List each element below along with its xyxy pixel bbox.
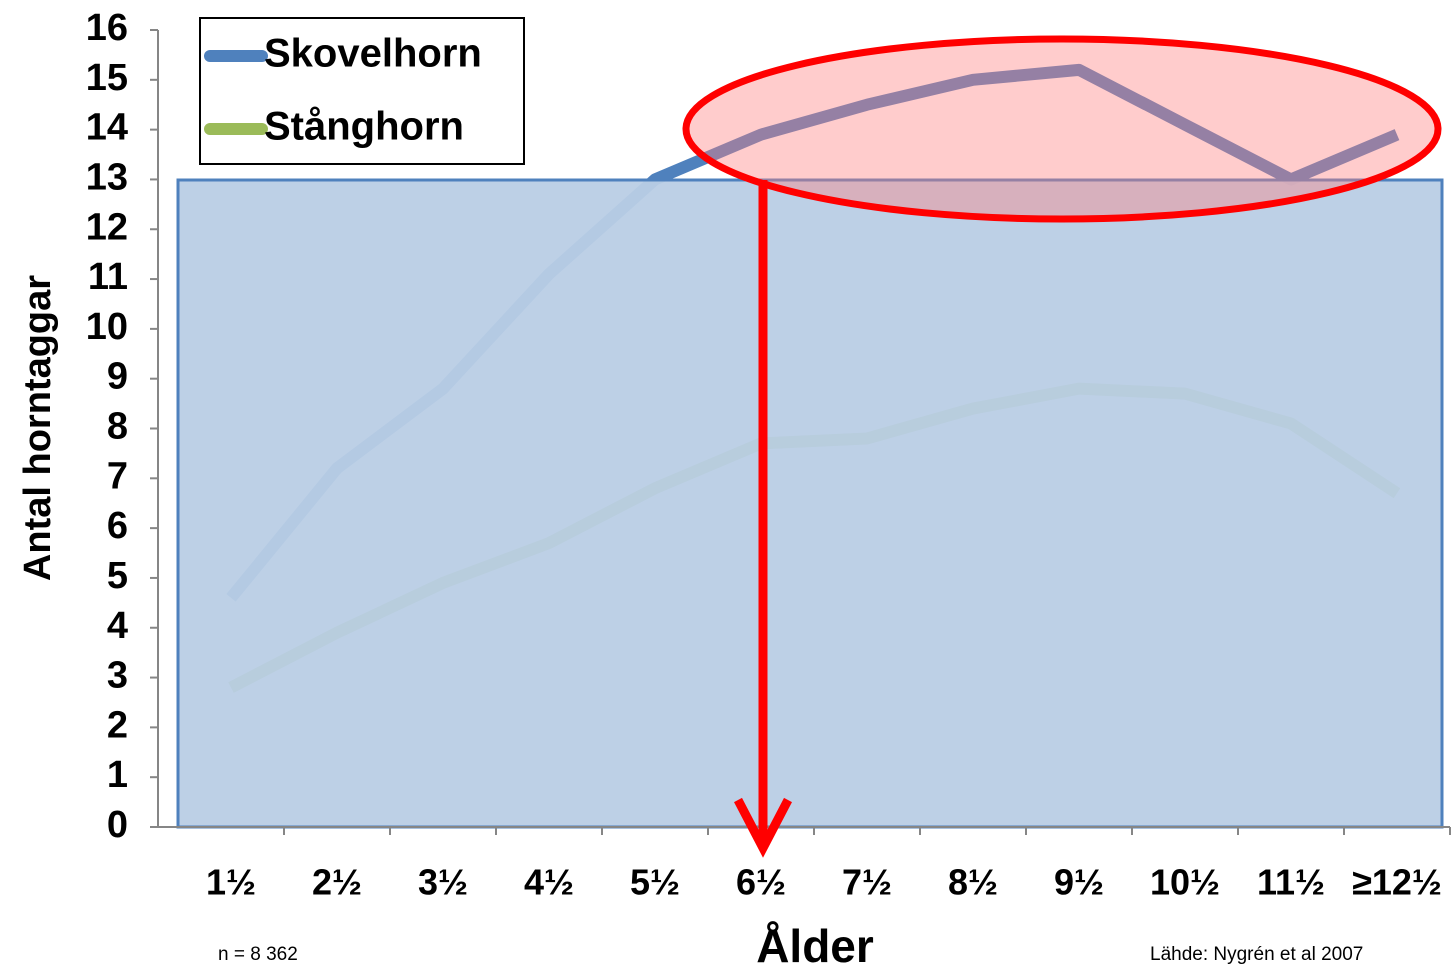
y-tick-label: 3 bbox=[107, 655, 128, 697]
y-tick-label: 0 bbox=[107, 804, 128, 846]
y-tick-label: 14 bbox=[86, 107, 128, 149]
x-tick-label: ≥12½ bbox=[1352, 862, 1442, 903]
x-tick-label: 3½ bbox=[418, 862, 468, 903]
y-tick-label: 5 bbox=[107, 555, 128, 597]
x-tick-label: 7½ bbox=[842, 862, 892, 903]
annotation: Lähde: Nygrén et al 2007 bbox=[1150, 944, 1363, 965]
x-tick-label: 1½ bbox=[206, 862, 256, 903]
y-tick-label: 11 bbox=[88, 256, 128, 298]
arrow-head bbox=[734, 797, 792, 858]
x-tick-label: 10½ bbox=[1150, 862, 1220, 903]
y-tick-label: 8 bbox=[107, 406, 128, 448]
y-tick-label: 15 bbox=[86, 57, 128, 99]
y-tick-label: 2 bbox=[107, 704, 128, 746]
y-tick-label: 13 bbox=[86, 156, 128, 198]
x-tick-label: 4½ bbox=[524, 862, 574, 903]
x-tick-label: 6½ bbox=[736, 862, 786, 903]
y-tick-label: 10 bbox=[86, 306, 128, 348]
y-tick-label: 1 bbox=[107, 754, 128, 796]
x-tick-label: 9½ bbox=[1054, 862, 1104, 903]
y-tick-label: 7 bbox=[107, 455, 128, 497]
x-tick-label: 2½ bbox=[312, 862, 362, 903]
x-tick-label: 11½ bbox=[1257, 862, 1325, 903]
y-tick-label: 6 bbox=[107, 505, 128, 547]
highlight-box bbox=[176, 178, 1444, 829]
highlight-ellipse bbox=[682, 35, 1442, 223]
y-tick-label: 9 bbox=[107, 356, 128, 398]
x-tick-label: 5½ bbox=[630, 862, 680, 903]
y-axis-label: Antal horntaggar bbox=[17, 275, 59, 581]
annotation: n = 8 362 bbox=[218, 944, 298, 965]
legend-label: Stånghorn bbox=[264, 105, 464, 149]
legend-label: Skovelhorn bbox=[264, 32, 482, 76]
y-tick-label: 12 bbox=[86, 206, 128, 248]
legend bbox=[199, 17, 525, 165]
x-axis-label: Ålder bbox=[756, 920, 874, 972]
y-tick-label: 16 bbox=[86, 7, 128, 49]
y-tick-label: 4 bbox=[107, 605, 128, 647]
x-tick-label: 8½ bbox=[948, 862, 998, 903]
